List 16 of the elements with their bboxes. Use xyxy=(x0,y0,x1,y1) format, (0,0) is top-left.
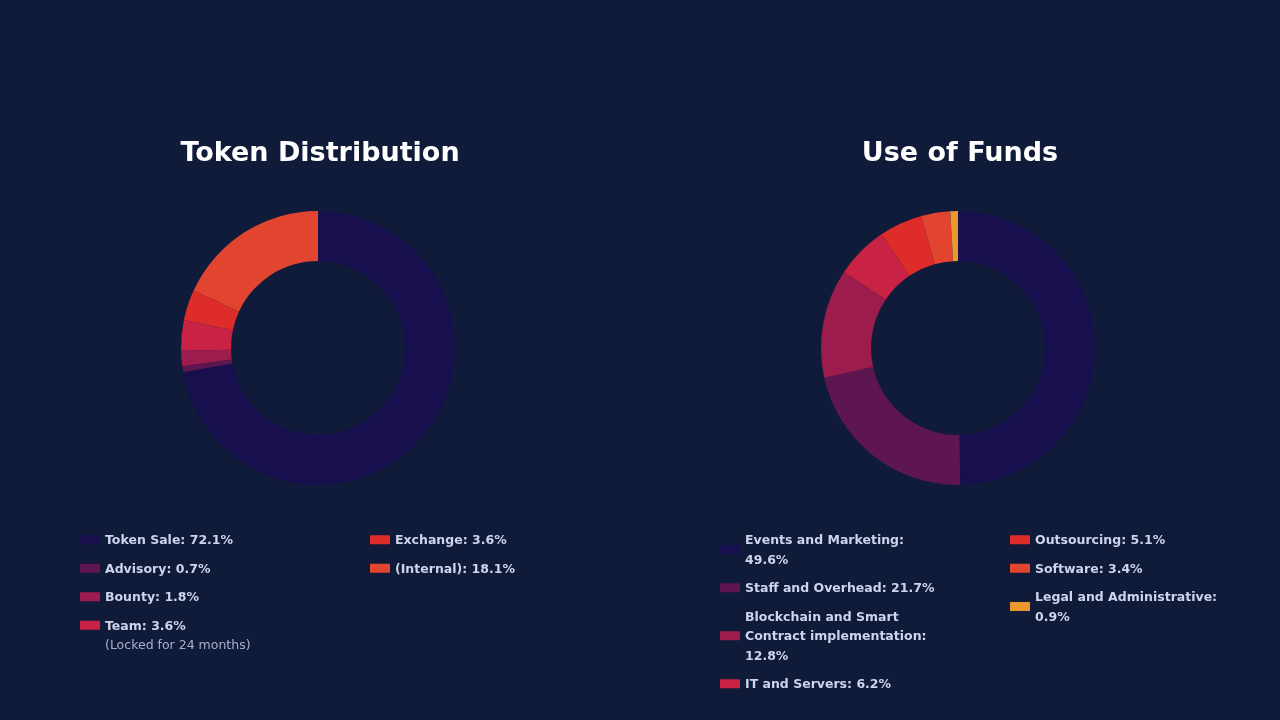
legend-label: Software: 3.4% xyxy=(1035,560,1144,576)
legend-label: Blockchain and Smart Contract implementation: 12.8% xyxy=(745,608,931,663)
legend-label: IT and Servers: 6.2% xyxy=(745,676,892,692)
legend-label: Outsourcing: 5.1% xyxy=(1035,532,1166,548)
legend-label: (Internal): 18.1% xyxy=(395,560,516,576)
legend-label: Exchange: 3.6% xyxy=(395,532,508,548)
chart-title: Use of Funds xyxy=(861,136,1059,167)
legend-label: Events and Marketing: 49.6% xyxy=(745,532,909,567)
legend-label: Legal and Administrative: 0.9% xyxy=(1035,589,1222,624)
legend-label: Team: 3.6% xyxy=(105,617,187,633)
chart-title: Token Distribution xyxy=(180,136,460,167)
legend-label: Bounty: 1.8% xyxy=(105,589,200,605)
legend-label: Advisory: 0.7% xyxy=(105,560,211,576)
legend-label: Token Sale: 72.1% xyxy=(105,532,234,548)
legend-label: Staff and Overhead: 21.7% xyxy=(745,580,935,596)
text: (Locked for 24 months) xyxy=(105,637,251,652)
